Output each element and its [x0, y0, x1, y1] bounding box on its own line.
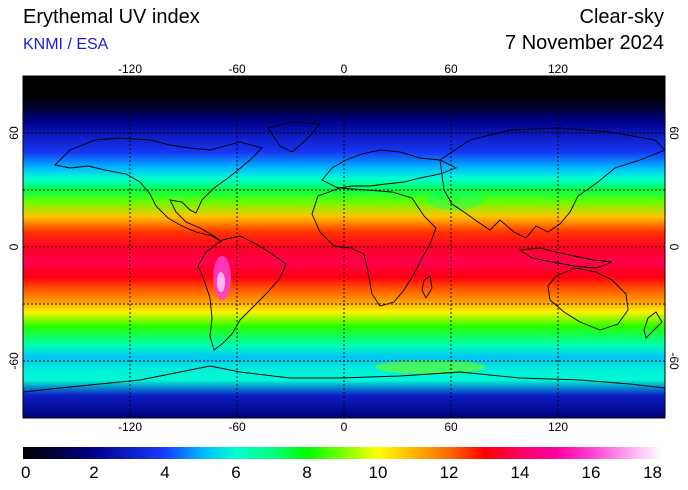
colorbar-tick-label: 16 [582, 463, 601, 482]
asia-coastline [439, 127, 665, 239]
lon-tick-label-top: -60 [228, 62, 246, 76]
lon-tick-label-bottom: 60 [444, 420, 458, 434]
greenland-coastline [267, 121, 321, 153]
colorbar-scale [23, 447, 662, 459]
colorbar: 0 2 4 6 8 10 12 14 16 18 [21, 447, 662, 482]
madagascar-coastline [421, 275, 433, 299]
new-zealand-coastline [643, 311, 663, 339]
uv-anomalies [213, 190, 485, 374]
map-title: Erythemal UV index [23, 6, 200, 28]
antarctica-coastline [23, 365, 665, 393]
europe-coastline [321, 149, 458, 189]
lat-tick-label-right: 0 [667, 244, 681, 251]
map-date: 7 November 2024 [505, 32, 664, 54]
sky-mode-label: Clear-sky [579, 6, 664, 28]
south-america-coastline [197, 235, 287, 351]
andes-uv-core [217, 272, 225, 292]
lon-tick-label-top: 120 [548, 62, 568, 76]
lat-tick-label-left: 0 [7, 243, 21, 250]
arabia-high-uv [427, 190, 483, 210]
colorbar-tick-label: 14 [511, 463, 530, 482]
colorbar-tick-label: 10 [369, 463, 388, 482]
lon-tick-label-top: -120 [118, 62, 142, 76]
colorbar-tick-label: 18 [643, 463, 662, 482]
colorbar-tick-label: 2 [89, 463, 98, 482]
axis-labels: -120 -120 -60 -60 0 0 60 60 120 120 60 60 0 0 -60 -60 [7, 62, 681, 434]
colorbar-tick-label: 12 [440, 463, 459, 482]
colorbar-tick-label: 8 [302, 463, 311, 482]
map-panel [22, 75, 666, 419]
lon-tick-label-bottom: -120 [118, 420, 142, 434]
lat-tick-label-right: -60 [667, 352, 681, 370]
lon-tick-label-bottom: 120 [548, 420, 568, 434]
indonesia-coastline [518, 247, 613, 269]
colorbar-tick-label: 6 [231, 463, 240, 482]
lon-tick-label-top: 0 [341, 62, 348, 76]
lon-tick-label-top: 60 [444, 62, 458, 76]
australia-coastline [547, 267, 629, 331]
lon-tick-label-bottom: -60 [228, 420, 246, 434]
lat-tick-label-left: -60 [7, 352, 21, 370]
graticule [23, 76, 665, 418]
north-america-coastline [54, 137, 263, 243]
colorbar-tick-label: 4 [160, 463, 169, 482]
lon-tick-label-bottom: 0 [341, 420, 348, 434]
lat-tick-label-left: 60 [7, 126, 21, 140]
map-frame [22, 75, 666, 419]
antarctic-high-uv [375, 360, 485, 374]
colorbar-tick-label: 0 [21, 463, 30, 482]
colorbar-ticks: 0 2 4 6 8 10 12 14 16 18 [21, 463, 662, 482]
coastlines [23, 121, 665, 393]
lat-tick-label-right: 60 [667, 126, 681, 140]
data-source-label: KNMI / ESA [23, 36, 109, 53]
